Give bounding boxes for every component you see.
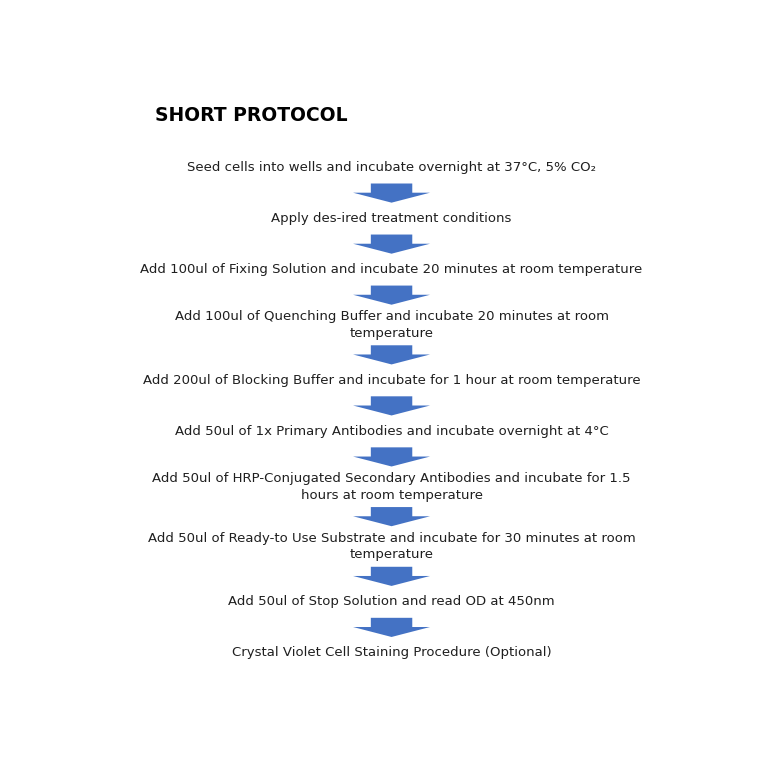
Text: Add 50ul of HRP-Conjugated Secondary Antibodies and incubate for 1.5
hours at ro: Add 50ul of HRP-Conjugated Secondary Ant…: [152, 472, 631, 501]
Text: Seed cells into wells and incubate overnight at 37°C, 5% CO₂: Seed cells into wells and incubate overn…: [187, 161, 596, 174]
Text: Add 50ul of Stop Solution and read OD at 450nm: Add 50ul of Stop Solution and read OD at…: [228, 595, 555, 608]
Polygon shape: [353, 183, 430, 202]
Text: Add 100ul of Quenching Buffer and incubate 20 minutes at room
temperature: Add 100ul of Quenching Buffer and incuba…: [174, 310, 609, 340]
Polygon shape: [353, 345, 430, 364]
Text: Add 200ul of Blocking Buffer and incubate for 1 hour at room temperature: Add 200ul of Blocking Buffer and incubat…: [143, 374, 640, 387]
Text: Crystal Violet Cell Staining Procedure (Optional): Crystal Violet Cell Staining Procedure (…: [231, 646, 552, 659]
Text: Add 50ul of Ready-to Use Substrate and incubate for 30 minutes at room
temperatu: Add 50ul of Ready-to Use Substrate and i…: [147, 532, 636, 562]
Polygon shape: [353, 567, 430, 586]
Polygon shape: [353, 397, 430, 416]
Polygon shape: [353, 448, 430, 467]
Polygon shape: [353, 507, 430, 526]
Text: Add 50ul of 1x Primary Antibodies and incubate overnight at 4°C: Add 50ul of 1x Primary Antibodies and in…: [175, 425, 608, 438]
Text: Apply des­ired treatment conditions: Apply des­ired treatment conditions: [271, 212, 512, 225]
Polygon shape: [353, 286, 430, 305]
Text: SHORT PROTOCOL: SHORT PROTOCOL: [154, 106, 348, 125]
Polygon shape: [353, 618, 430, 637]
Text: Add 100ul of Fixing Solution and incubate 20 minutes at room temperature: Add 100ul of Fixing Solution and incubat…: [141, 263, 643, 276]
Polygon shape: [353, 235, 430, 254]
